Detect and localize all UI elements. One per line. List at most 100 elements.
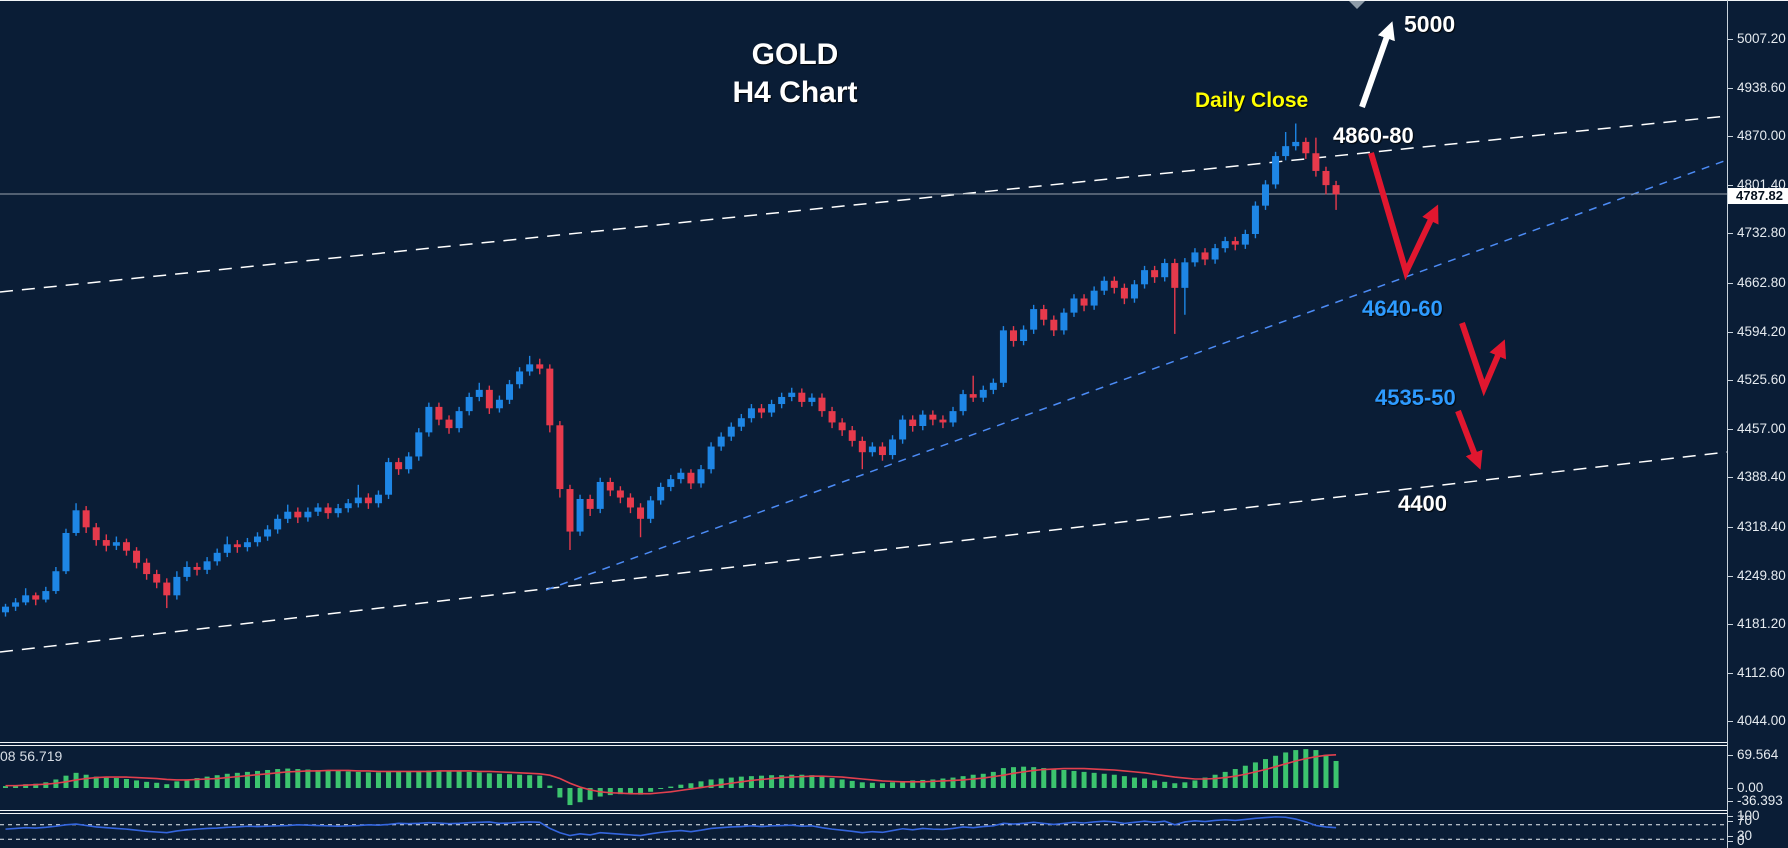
histogram-bar [638,788,644,795]
histogram-bar [507,774,512,788]
histogram-bar [1303,749,1309,788]
histogram-bar [255,770,260,788]
histogram-bar [839,779,845,788]
histogram-bar [990,771,996,788]
candle-body [465,396,473,412]
axis-tick-mark [1728,39,1733,41]
channel-upper-line [0,115,1727,293]
channel-lower-line [0,451,1727,653]
histogram-bar [648,788,654,792]
panel2-separator-a [0,810,1727,811]
histogram-bar [920,779,926,788]
histogram-bar [1081,771,1087,788]
histogram-bar [224,773,230,788]
histogram-bar [1131,777,1137,788]
candle-body [566,489,574,532]
histogram-bar [980,773,986,788]
chart-shift-marker-icon [1348,0,1366,9]
candle-body [1332,185,1340,195]
candle-body [1100,280,1108,291]
candle-body [1171,263,1179,288]
candle-body [657,486,665,501]
indicator1-scale-label: 0.00 [1737,780,1764,795]
histogram-bar [1172,783,1178,788]
candle-body [536,364,544,369]
histogram-bar [789,774,795,788]
histogram-bar [607,788,613,796]
candle-body [1130,284,1138,299]
histogram-bar [174,781,180,788]
histogram-bar [668,786,674,788]
candle-body [274,518,282,530]
candle-body [687,472,695,484]
candle-body [354,497,362,504]
candle-body [42,591,50,600]
candle-body [818,397,826,412]
indicator1-panel[interactable] [0,746,1727,810]
indicator2-panel[interactable] [0,814,1727,848]
histogram-bar [698,781,704,788]
histogram-bar [930,779,936,788]
candle-body [737,418,745,427]
candle-body [707,446,715,470]
axis-tick-mark [1728,331,1733,333]
candle-body [1040,309,1048,320]
current-price-tag: 4787.82 [1728,188,1788,204]
candle-body [22,595,30,603]
histogram-bar [13,785,19,788]
candle-body [677,472,685,480]
price-chart-area[interactable] [0,0,1727,742]
candle-body [385,462,393,495]
axis-tick-mark [1728,672,1733,674]
candle-body [576,498,584,532]
candle-body [989,382,997,390]
projection-arrow-red-1 [1368,152,1439,281]
price-tick-label: 4249.80 [1737,567,1786,583]
candle-body [1010,330,1017,341]
candle-body [223,544,231,553]
candle-body [929,414,937,420]
candle-body [1080,298,1088,306]
histogram-bar [23,784,29,788]
indicator2-scale-label: 70 [1737,813,1753,828]
histogram-bar [1142,778,1148,788]
candle-body [364,497,372,504]
candle-body [778,396,786,405]
histogram-bar [315,769,321,788]
histogram-bar [396,771,402,788]
candle-body [1120,287,1128,299]
candle-body [868,446,876,453]
price-tick-label: 4525.60 [1737,372,1786,388]
axis-tick-mark [1728,821,1733,822]
panel2-separator-b [0,813,1727,814]
candle-body [1282,146,1290,157]
candle-body [1020,329,1028,341]
candle-body [516,371,524,385]
histogram-bar [537,775,543,788]
histogram-bar [819,776,825,788]
histogram-bar [486,773,492,788]
histogram-bar [154,782,160,788]
resistance-4860-80-label: 4860-80 [1333,123,1414,148]
histogram-bar [83,774,89,788]
histogram-bar [1333,760,1339,788]
candle-body [798,392,806,402]
candle-body [1292,141,1300,147]
price-tick-label: 4318.40 [1737,519,1786,535]
candle-body [495,399,503,409]
histogram-bar [950,777,956,788]
histogram-bar [103,777,109,788]
candle-body [102,540,110,546]
histogram-bar [960,776,966,788]
histogram-bar [134,780,140,788]
candle-body [173,576,181,596]
candle-body [1030,309,1038,330]
candle-body [667,479,675,487]
histogram-bar [144,781,150,788]
histogram-bar [43,782,49,788]
histogram-bar [33,783,39,788]
histogram-bar [759,775,764,788]
histogram-bar [386,771,392,788]
candle-body [1312,153,1320,171]
candle-body [425,406,433,433]
